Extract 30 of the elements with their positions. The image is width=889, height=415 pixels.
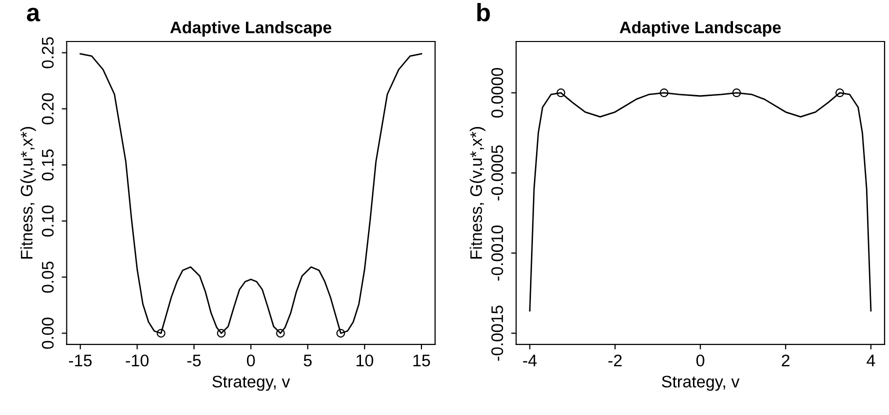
y-tick-label: 0.25	[42, 37, 54, 68]
y-axis-title: Fitness, G(v,u*,x*)	[470, 127, 486, 259]
x-tick-label: 0	[246, 354, 255, 366]
x-tick-label: -5	[187, 354, 201, 366]
x-tick-label: 5	[304, 354, 312, 366]
text: a	[26, 8, 40, 22]
x-tick-label: 4	[866, 354, 876, 366]
x-tick-label: -2	[608, 354, 622, 366]
y-tick-label: -0.0005	[491, 145, 504, 200]
x-tick-label: 10	[356, 354, 374, 366]
text: b	[477, 3, 490, 22]
y-tick-label: 0.05	[42, 262, 54, 293]
x-tick-label: 2	[782, 354, 790, 366]
x-tick-label: -4	[523, 354, 537, 366]
x-tick-label: 15	[413, 354, 430, 366]
chart-title: Adaptive Landscape	[170, 21, 332, 37]
y-tick-label: 0.0000	[491, 68, 504, 118]
y-tick-label: 0.00	[42, 318, 54, 349]
x-tick-label: -10	[126, 354, 149, 366]
x-axis-title: Strategy, v	[662, 376, 740, 391]
y-tick-label: 0.20	[42, 93, 54, 124]
y-axis-title: Fitness, G(v,u*,x*)	[20, 127, 36, 259]
x-axis-title: Strategy, v	[212, 376, 290, 391]
x-tick-label: -15	[69, 354, 92, 366]
y-tick-label: -0.0010	[491, 225, 504, 281]
y-tick-label: 0.10	[42, 205, 54, 237]
y-tick-label: -0.0015	[491, 306, 504, 361]
y-tick-label: 0.15	[42, 149, 54, 180]
chart-title: Adaptive Landscape	[620, 21, 781, 37]
x-tick-label: 0	[696, 354, 704, 366]
